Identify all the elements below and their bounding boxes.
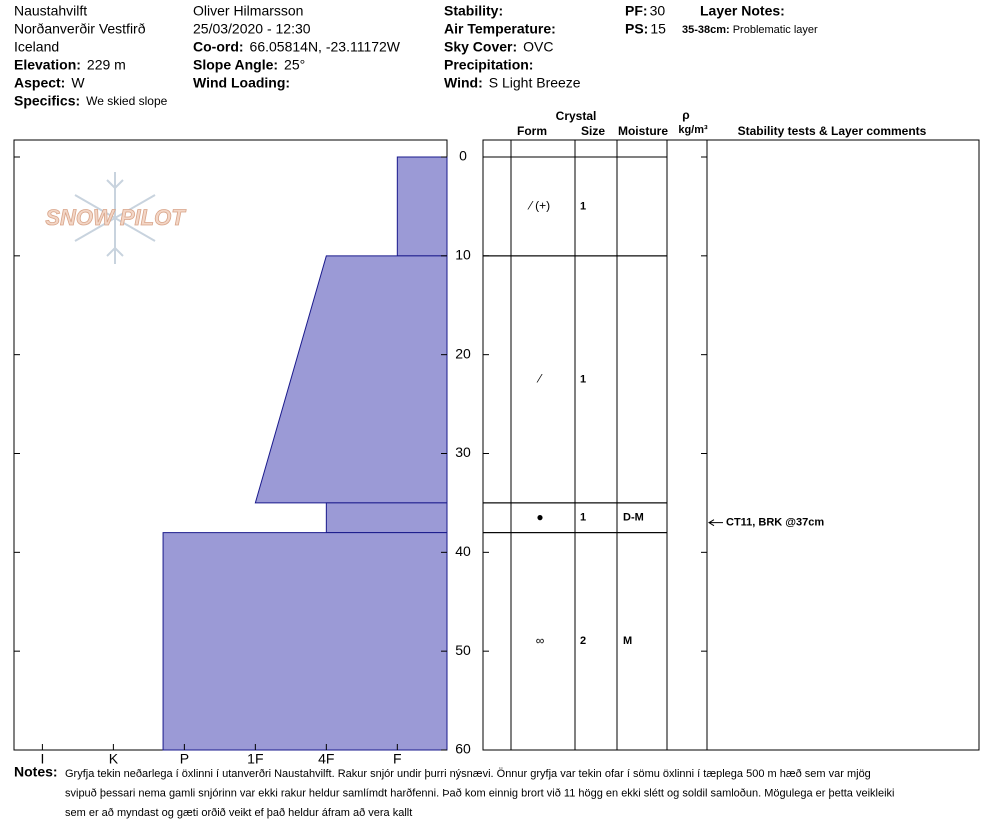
- header-value: We skied slope: [86, 94, 167, 108]
- crystal-form: ⁄ (+): [527, 199, 550, 213]
- header-label: Specifics:: [14, 93, 80, 109]
- hardness-layer: [325, 502, 448, 534]
- y-tick-label: 30: [455, 444, 471, 460]
- moisture: M: [623, 635, 632, 647]
- header-value: 30: [650, 3, 666, 19]
- header-label: Elevation:: [14, 57, 81, 73]
- header-text: Oliver Hilmarsson: [193, 3, 303, 19]
- hardness-layer: [396, 156, 448, 257]
- moisture: D-M: [623, 512, 644, 524]
- y-tick-label: 40: [455, 543, 471, 559]
- stability-test: CT11, BRK @37cm: [726, 517, 824, 529]
- logo-text: SNOW PILOT: [45, 205, 186, 230]
- notes-line: Gryfja tekin neðarlega í öxlinni í utanv…: [65, 768, 871, 780]
- header-value: S Light Breeze: [489, 75, 581, 91]
- layer-note-value: Problematic layer: [733, 24, 818, 36]
- header-label: Precipitation:: [444, 57, 533, 73]
- header-label: Co-ord:: [193, 39, 244, 55]
- header-text: Naustahvilft: [14, 3, 87, 19]
- x-tick-label: 4F: [318, 751, 334, 767]
- header-value: 25°: [284, 57, 305, 73]
- table-header: ρ: [682, 108, 689, 122]
- header-label: Slope Angle:: [193, 57, 278, 73]
- table-header: Size: [581, 124, 605, 138]
- header-text: Iceland: [14, 39, 59, 55]
- header-value: OVC: [523, 39, 553, 55]
- header-value: 66.05814N, -23.11172W: [250, 39, 401, 55]
- header-label: PS:: [625, 21, 648, 37]
- header-label: Wind Loading:: [193, 75, 290, 91]
- layer-notes-label: Layer Notes:: [700, 3, 785, 19]
- header-label: Sky Cover:: [444, 39, 517, 55]
- x-tick-label: 1F: [247, 751, 263, 767]
- header-label: Aspect:: [14, 75, 65, 91]
- y-tick-label: 20: [455, 345, 471, 361]
- crystal-size: 1: [580, 373, 586, 385]
- y-tick-label: 0: [459, 148, 467, 164]
- header-value: 229 m: [87, 57, 126, 73]
- table-header: Stability tests & Layer comments: [738, 124, 927, 138]
- x-tick-label: P: [180, 751, 189, 767]
- table-header: Crystal: [556, 109, 597, 123]
- x-tick-label: F: [393, 751, 402, 767]
- crystal-form: ●: [536, 510, 543, 524]
- header-value: W: [71, 75, 85, 91]
- table-header: Moisture: [618, 124, 668, 138]
- test-arrow: [708, 519, 723, 527]
- header-label: Wind:: [444, 75, 483, 91]
- y-tick-label: 60: [455, 741, 471, 757]
- x-tick-label: I: [40, 751, 44, 767]
- logo: [74, 172, 156, 264]
- header-label: Stability:: [444, 3, 503, 19]
- table-header: kg/m³: [678, 124, 708, 136]
- crystal-form: ∞: [536, 633, 545, 647]
- y-tick-label: 50: [455, 642, 471, 658]
- header-text: 25/03/2020 - 12:30: [193, 21, 311, 37]
- table-header: Form: [517, 124, 547, 138]
- notes-line: svipuð þessari nema gamli snjórinn var e…: [65, 787, 895, 799]
- header-text: Norðanverðir Vestfirð: [14, 21, 146, 37]
- header-label: PF:: [625, 3, 648, 19]
- header-value: 15: [650, 21, 666, 37]
- header-label: Air Temperature:: [444, 21, 556, 37]
- table-frame: [482, 139, 980, 751]
- hardness-layer: [162, 532, 448, 751]
- y-tick-label: 10: [455, 247, 471, 263]
- notes-label: Notes:: [14, 764, 58, 780]
- crystal-size: 2: [580, 635, 586, 647]
- crystal-size: 1: [580, 512, 586, 524]
- notes-line: sem er að myndast og gæti orðið veikt ef…: [65, 807, 412, 819]
- layer-note-label: 35-38cm:: [682, 24, 730, 36]
- crystal-size: 1: [580, 200, 586, 212]
- hardness-layer: [254, 255, 448, 504]
- x-tick-label: K: [109, 751, 119, 767]
- crystal-form: ⁄: [536, 372, 543, 386]
